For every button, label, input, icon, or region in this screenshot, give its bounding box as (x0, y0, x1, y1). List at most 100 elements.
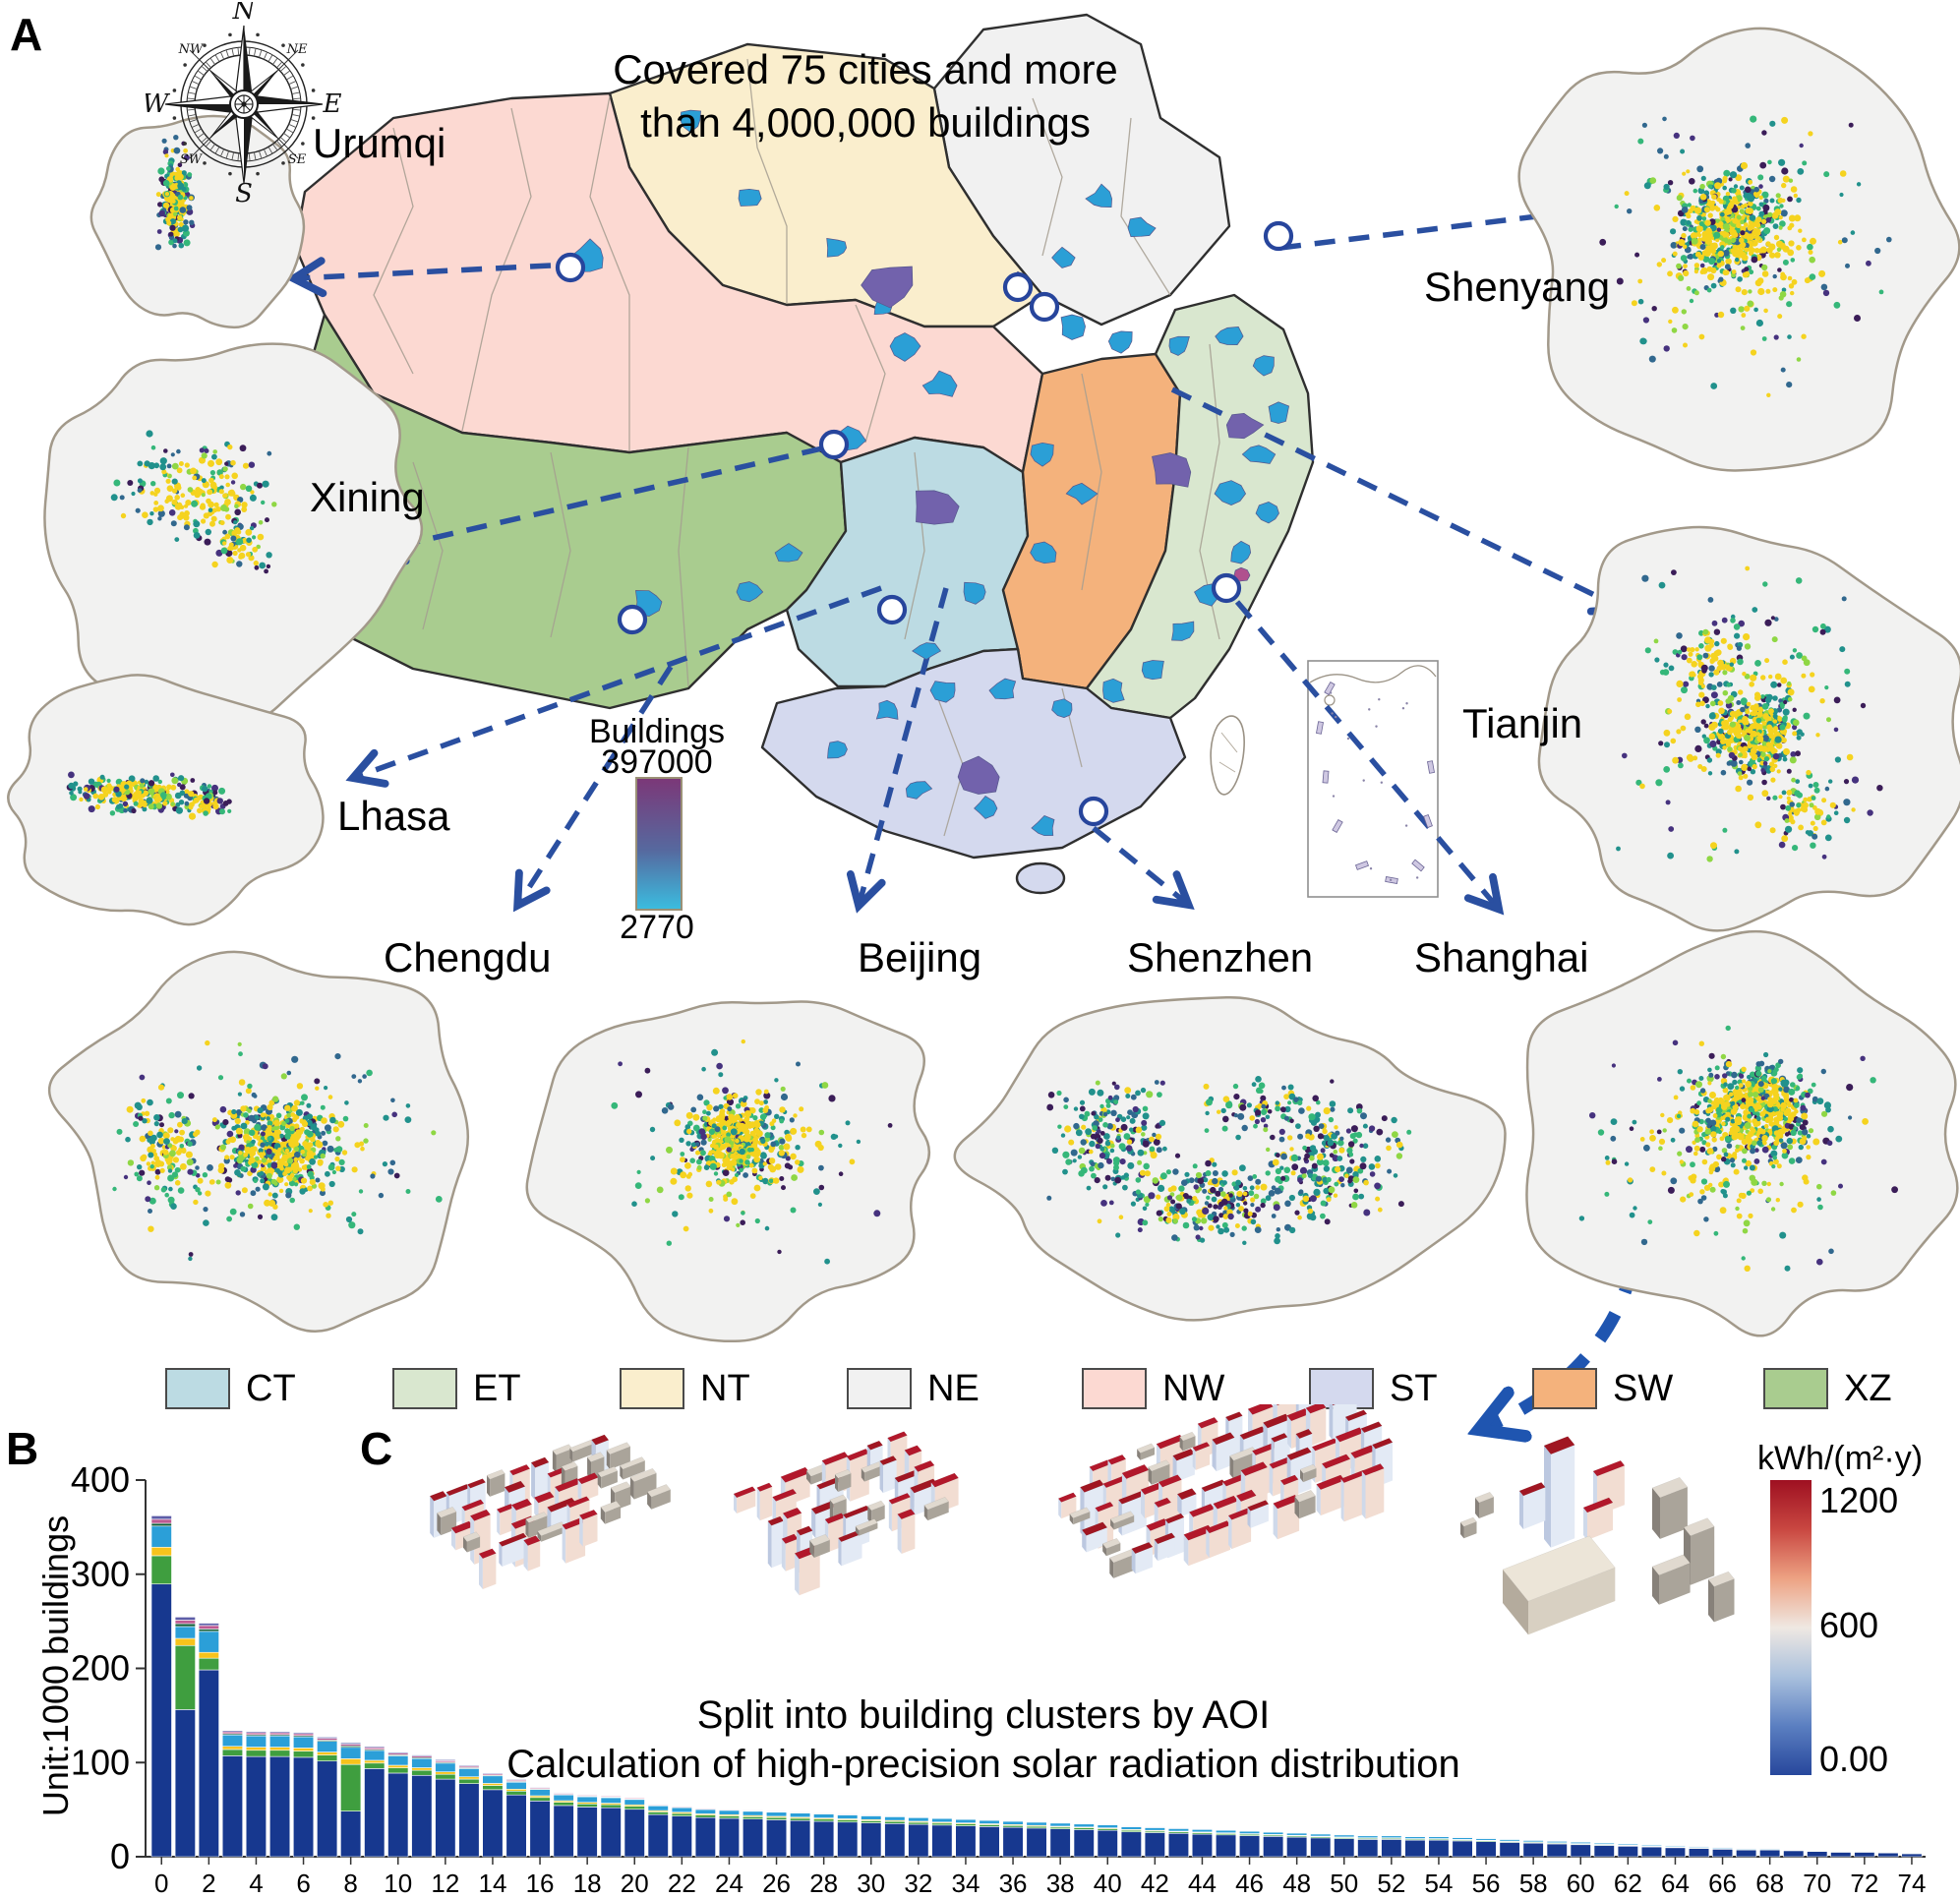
dot (1690, 1161, 1695, 1168)
dot (170, 193, 176, 198)
dot (700, 1139, 707, 1146)
covered-city-patch (1060, 314, 1086, 340)
dot (1309, 1145, 1317, 1152)
dot (1768, 708, 1774, 714)
dot (1752, 1140, 1757, 1147)
dot (1218, 1201, 1224, 1208)
dot (250, 1190, 257, 1197)
dot (1302, 1195, 1310, 1203)
dot (1108, 1200, 1114, 1206)
dot (286, 1112, 292, 1118)
dot (315, 1177, 321, 1183)
dot (1747, 1097, 1754, 1104)
dot (293, 1223, 300, 1230)
dot (1731, 269, 1737, 274)
dot (207, 489, 213, 496)
dot (183, 524, 190, 531)
dot (1752, 607, 1758, 613)
dot (1856, 182, 1862, 187)
dot (1730, 248, 1736, 254)
dot (1760, 694, 1765, 699)
inset-map-xining (43, 342, 423, 723)
dot (1780, 367, 1786, 373)
dot (779, 1138, 786, 1145)
dot (1191, 1217, 1198, 1222)
dot (1854, 315, 1861, 322)
dot (1824, 834, 1832, 842)
dot (1359, 1143, 1364, 1149)
dot (1803, 797, 1809, 802)
dot (215, 458, 223, 466)
dot (1695, 225, 1703, 233)
dot (177, 214, 183, 220)
dot (168, 239, 175, 246)
dot (271, 1192, 278, 1199)
dot (1352, 1193, 1359, 1201)
covered-city-patch (1051, 698, 1073, 718)
dot (1746, 193, 1753, 201)
dot (1797, 1130, 1804, 1136)
dot (1221, 1180, 1227, 1186)
dot (781, 1185, 786, 1191)
dot (362, 1074, 367, 1079)
dot (1234, 1223, 1240, 1228)
dot (1122, 1184, 1128, 1191)
dot (1084, 1110, 1091, 1117)
dot (306, 1150, 314, 1157)
dot (1794, 214, 1802, 222)
dot (1722, 1087, 1729, 1094)
dot (358, 1189, 364, 1194)
dot (127, 1159, 135, 1166)
dot (733, 1145, 740, 1152)
dot (142, 511, 148, 518)
dot (1783, 1092, 1790, 1098)
dot (1766, 724, 1773, 731)
inset-map-beijing (525, 1000, 931, 1343)
dot (791, 1174, 798, 1181)
dot (668, 1103, 675, 1110)
scatter-dots-urumqi (154, 135, 196, 251)
dot (1757, 1081, 1764, 1088)
dot (177, 182, 185, 190)
dot (335, 1165, 341, 1171)
dot (1757, 174, 1764, 181)
dot (214, 1124, 220, 1130)
dot (166, 784, 172, 791)
dot (739, 1158, 743, 1163)
dot (1086, 1185, 1092, 1191)
dot (1787, 334, 1792, 339)
dot (172, 211, 178, 216)
city-marker (1263, 220, 1294, 252)
dot (1092, 1125, 1098, 1131)
dot (1254, 1226, 1262, 1233)
dot (285, 1192, 292, 1199)
dot (1713, 669, 1720, 676)
dot (1197, 1212, 1204, 1218)
dot (1668, 665, 1675, 672)
dot (1079, 1099, 1086, 1105)
dot (1762, 761, 1768, 766)
dot (1822, 289, 1830, 297)
dot (1141, 1119, 1148, 1126)
dot (294, 1135, 300, 1142)
dot (1755, 216, 1762, 223)
dot (1742, 1079, 1747, 1084)
dot (280, 1073, 287, 1080)
dot (1627, 208, 1633, 214)
dot (153, 487, 161, 494)
inset-boundary-shenzhen (953, 996, 1507, 1322)
dot (1362, 1143, 1369, 1149)
dot (726, 1094, 734, 1100)
dot (164, 153, 169, 158)
dot (793, 1113, 798, 1118)
dot (1794, 790, 1801, 797)
dot (167, 1157, 173, 1163)
dot (184, 510, 190, 516)
dot (1701, 1158, 1708, 1165)
dot (1098, 1161, 1104, 1169)
dot (1738, 752, 1744, 757)
dot (1782, 1149, 1787, 1154)
dot (1616, 277, 1624, 285)
dot (705, 1180, 713, 1188)
dot (1063, 1104, 1069, 1109)
